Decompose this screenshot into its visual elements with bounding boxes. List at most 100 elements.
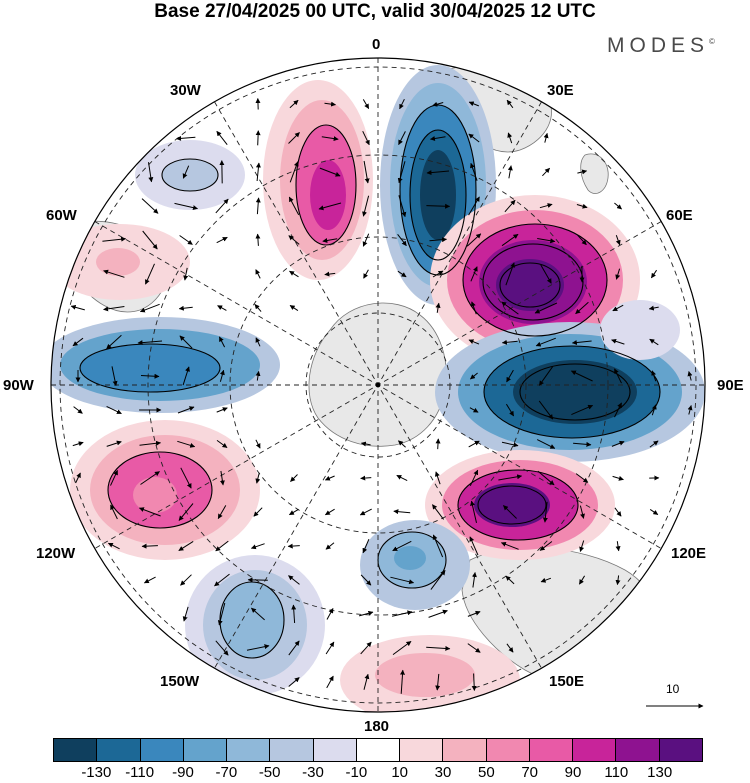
wind-vector xyxy=(324,101,336,107)
wind-vector xyxy=(326,675,334,689)
label-lon-120w: 120W xyxy=(36,545,76,562)
wind-vector xyxy=(288,575,300,585)
wind-vector xyxy=(501,339,518,345)
wind-vector xyxy=(288,196,300,216)
wind-vector xyxy=(139,440,161,446)
neg-center-150w xyxy=(185,555,325,695)
wind-vector xyxy=(219,369,225,382)
wind-vector xyxy=(255,337,261,347)
wind-vector xyxy=(250,543,265,550)
wind-vector xyxy=(111,366,118,387)
wind-vector xyxy=(614,402,622,418)
wind-vector xyxy=(470,162,478,181)
wind-vector xyxy=(612,475,624,481)
wind-vector xyxy=(362,539,370,554)
wind-vector xyxy=(575,473,589,483)
label-lon-30w: 30W xyxy=(170,82,201,99)
colorbar-tick-label: 10 xyxy=(391,764,408,781)
wind-vector xyxy=(393,509,411,515)
wind-vector xyxy=(614,202,622,210)
colorbar-tick-label: -50 xyxy=(258,764,281,781)
wind-vector xyxy=(468,196,480,216)
wind-vector xyxy=(615,575,621,586)
wind-vector xyxy=(106,334,122,350)
wind-vector xyxy=(321,136,339,142)
madagascar-land xyxy=(580,153,609,194)
wind-vector xyxy=(182,165,190,179)
wind-vector xyxy=(543,132,549,143)
wind-vector xyxy=(140,373,160,379)
wind-vector xyxy=(397,270,407,278)
wind-vector xyxy=(360,641,372,655)
wind-vector xyxy=(178,503,194,521)
wind-vector xyxy=(217,602,226,626)
wind-vector xyxy=(288,640,300,656)
label-lon-0: 0 xyxy=(372,36,381,53)
wind-vector xyxy=(611,440,625,447)
wind-vector xyxy=(72,337,84,347)
wind-vector xyxy=(215,198,229,214)
copyright-mark: © xyxy=(709,37,715,46)
wind-vector xyxy=(500,541,519,550)
colorbar-swatch xyxy=(356,739,401,761)
wind-vector xyxy=(538,400,554,420)
wind-vector xyxy=(468,440,480,448)
wind-vector xyxy=(392,640,412,656)
wind-vector xyxy=(687,371,693,381)
colorbar-tick-label: 30 xyxy=(434,764,452,781)
neg-center-150e xyxy=(360,520,470,610)
wind-vector xyxy=(435,302,441,313)
wind-vector xyxy=(540,577,552,583)
wind-vector xyxy=(363,160,370,184)
colorbar-tick-label: 130 xyxy=(647,764,673,781)
wind-vector xyxy=(138,507,161,517)
wind-vector xyxy=(396,474,408,482)
wind-vector xyxy=(571,404,594,416)
colorbar-tick-label: 70 xyxy=(521,764,538,781)
wind-vectors xyxy=(70,98,693,694)
wind-vector xyxy=(397,161,406,184)
colorbar xyxy=(53,738,703,762)
wind-vector xyxy=(102,236,127,242)
wind-vector xyxy=(469,407,479,413)
wind-vector xyxy=(391,610,413,617)
wind-vector xyxy=(325,542,335,550)
wind-vector xyxy=(687,405,693,415)
wind-vector xyxy=(430,136,446,141)
wind-vector xyxy=(216,439,228,449)
wind-vector xyxy=(398,440,406,448)
wind-vector xyxy=(426,170,450,176)
wind-vector xyxy=(614,507,622,517)
colorbar-tick-label: -110 xyxy=(125,764,155,781)
wind-vector xyxy=(468,339,480,345)
wind-vector xyxy=(577,234,587,246)
wind-vector xyxy=(615,235,621,246)
wind-vector xyxy=(435,673,441,691)
wind-vector xyxy=(538,366,554,386)
colorbar-swatch xyxy=(616,739,660,761)
wind-vector xyxy=(362,99,370,110)
wind-vector xyxy=(145,263,155,285)
label-lon-150w: 150W xyxy=(160,673,200,690)
wind-vector xyxy=(649,338,659,346)
wind-vector xyxy=(359,508,372,516)
wind-vector xyxy=(471,572,477,588)
wind-vector xyxy=(255,197,261,215)
wind-vector xyxy=(178,540,194,552)
wind-vector xyxy=(360,475,372,481)
wind-vector xyxy=(469,536,479,556)
wind-vector xyxy=(143,576,156,584)
wind-vector xyxy=(183,267,189,281)
wind-vector xyxy=(75,472,81,484)
wind-vector xyxy=(539,541,553,551)
colorbar-swatch xyxy=(529,739,574,761)
wind-vector xyxy=(614,368,622,384)
wind-vector xyxy=(255,233,261,246)
wind-vector xyxy=(579,540,585,552)
wind-vector xyxy=(216,130,228,146)
wind-vector xyxy=(578,575,586,585)
colorbar-tick-label: 50 xyxy=(477,764,495,781)
wind-vector xyxy=(179,235,193,245)
wind-vector xyxy=(576,203,588,209)
